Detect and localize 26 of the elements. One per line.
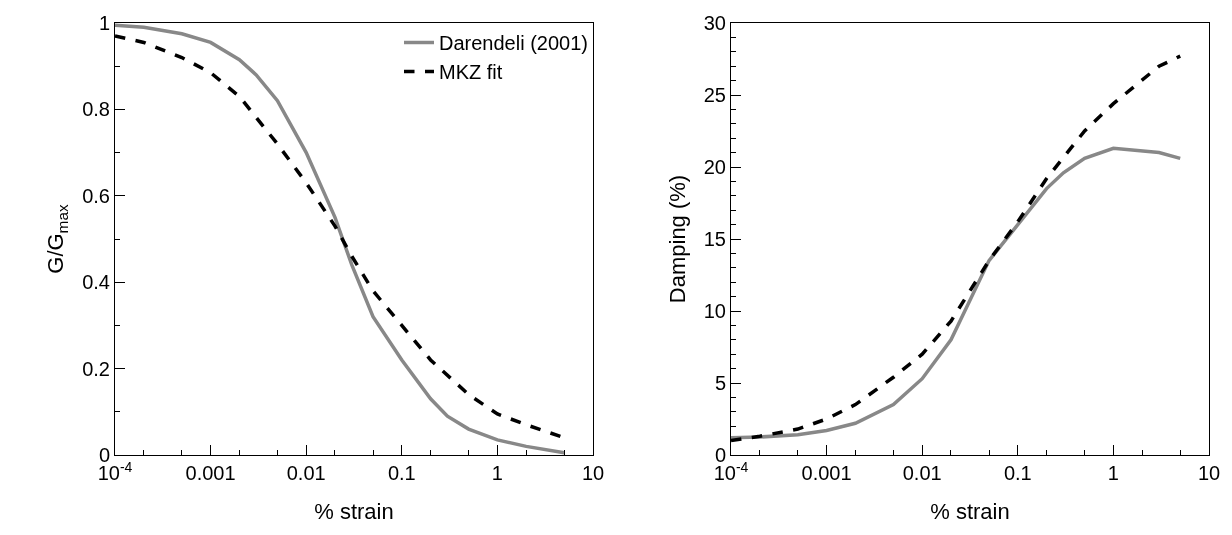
y-tick-label: 30 <box>703 12 726 34</box>
x-tick-label: 0.001 <box>801 462 852 484</box>
x-tick-label: 0.1 <box>387 462 416 484</box>
x-tick-label: 0.1 <box>1003 462 1032 484</box>
y-tick-label: 15 <box>703 228 726 250</box>
x-tick-label: 0.01 <box>902 462 942 484</box>
y-tick-label: 0.4 <box>82 271 110 294</box>
y-tick-label: 1 <box>98 12 110 34</box>
x-tick-label: 0.001 <box>185 462 236 484</box>
x-tick-label: 1 <box>1107 462 1119 484</box>
y-axis-title: Damping (%) <box>664 174 690 304</box>
x-axis-title: % strain <box>314 498 394 524</box>
y-tick-label: 20 <box>703 156 726 178</box>
x-tick-label: 1 <box>491 462 503 484</box>
y-tick-label: 10 <box>703 300 726 322</box>
y-tick-label: 25 <box>703 84 726 106</box>
y-tick-label: 0.2 <box>82 357 110 380</box>
x-tick-label: 10 <box>581 462 605 484</box>
x-tick-label: 0.01 <box>286 462 326 484</box>
y-tick-label: 0.8 <box>82 98 110 121</box>
y-tick-label: 5 <box>714 372 726 394</box>
y-tick-label: 0.6 <box>82 184 110 207</box>
legend-label: Darendeli (2001) <box>439 32 588 55</box>
x-tick-label: 10 <box>1197 462 1221 484</box>
legend-label: MKZ fit <box>439 61 503 84</box>
x-axis-title: % strain <box>930 498 1010 524</box>
